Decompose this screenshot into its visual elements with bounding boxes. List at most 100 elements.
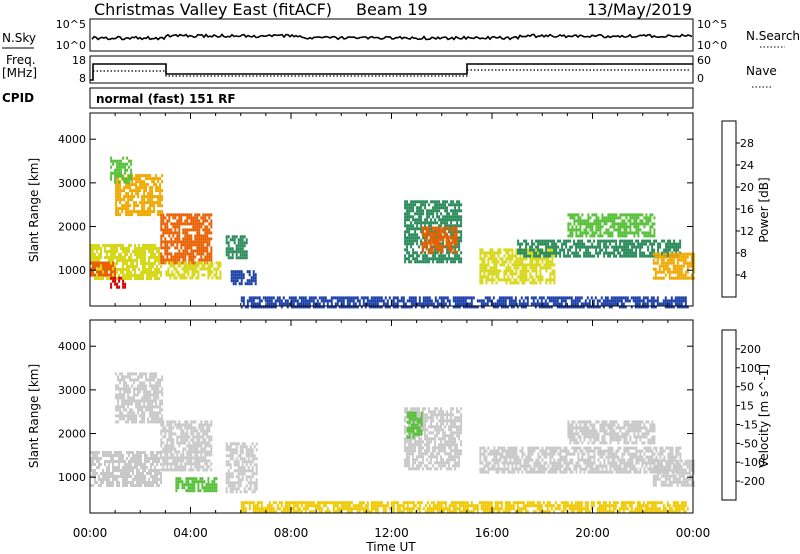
echo-cell (154, 475, 156, 478)
echo-cell (432, 209, 435, 213)
echo-cell (410, 407, 413, 411)
echo-cell (642, 305, 645, 309)
echo-cell (159, 213, 162, 217)
echo-cell (408, 260, 411, 264)
echo-cell (414, 467, 417, 471)
echo-cell (193, 477, 196, 481)
echo-cell (152, 460, 154, 463)
echo-cell (138, 472, 140, 475)
echo-cell (125, 387, 128, 391)
echo-cell (651, 222, 654, 226)
echo-cell (194, 261, 197, 265)
echo-cell (121, 411, 124, 415)
echo-cell (521, 269, 524, 273)
echo-cell (201, 267, 204, 271)
echo-cell (174, 252, 177, 256)
echo-cell (215, 483, 218, 487)
echo-cell (235, 253, 238, 257)
echo-cell (106, 264, 108, 268)
echo-cell (478, 299, 481, 303)
echo-cell (182, 249, 185, 253)
echo-cell (418, 221, 421, 225)
echo-cell (435, 244, 438, 248)
echo-cell (520, 302, 523, 306)
echo-cell (438, 302, 441, 306)
echo-cell (117, 375, 120, 379)
echo-cell (166, 468, 169, 472)
echo-cell (139, 420, 142, 424)
echo-cell (128, 472, 130, 475)
echo-cell (509, 257, 512, 261)
echo-cell (607, 228, 610, 232)
echo-cell (547, 254, 550, 258)
echo-cell (466, 305, 469, 309)
echo-cell (125, 204, 128, 208)
echo-cell (233, 442, 236, 446)
echo-cell (543, 257, 546, 261)
echo-cell (314, 305, 317, 309)
echo-cell (583, 231, 586, 235)
echo-cell (206, 258, 209, 262)
echo-cell (460, 233, 463, 237)
echo-cell (410, 221, 413, 225)
echo-cell (120, 174, 123, 178)
echo-cell (182, 231, 185, 235)
echo-cell (577, 251, 580, 255)
echo-cell (527, 269, 530, 273)
echo-cell (110, 282, 113, 286)
echo-cell (160, 213, 163, 217)
echo-cell (149, 375, 152, 379)
echo-cell (162, 450, 165, 454)
echo-cell (404, 221, 407, 225)
echo-cell (521, 266, 524, 270)
echo-cell (414, 257, 417, 261)
echo-cell (176, 258, 179, 262)
echo-cell (579, 242, 582, 246)
echo-cell (204, 459, 207, 463)
echo-cell (153, 207, 156, 211)
echo-cell (102, 277, 104, 280)
echo-cell (90, 451, 92, 454)
echo-cell (125, 213, 128, 217)
echo-cell (94, 256, 96, 259)
echo-cell (121, 198, 124, 202)
echo-cell (215, 270, 218, 274)
echo-cell (201, 486, 204, 490)
echo-cell (245, 253, 248, 257)
echo-cell (98, 244, 100, 247)
echo-cell (136, 469, 138, 472)
echo-cell (184, 456, 187, 460)
echo-cell (138, 250, 140, 253)
echo-cell (623, 219, 626, 223)
echo-cell (430, 257, 433, 261)
echo-cell (180, 435, 183, 439)
echo-cell (141, 207, 144, 211)
echo-cell (356, 296, 359, 300)
echo-cell (158, 472, 160, 475)
echo-cell (420, 305, 423, 309)
echo-cell (188, 216, 191, 220)
echo-cell (682, 296, 685, 300)
echo-cell (421, 244, 424, 248)
echo-cell (658, 267, 661, 271)
echo-cell (476, 299, 479, 303)
echo-cell (394, 305, 397, 309)
echo-cell (152, 244, 154, 247)
echo-cell (605, 248, 608, 252)
echo-cell (166, 240, 169, 244)
echo-cell (530, 296, 533, 300)
cpid-text: normal (fast) 151 RF (96, 92, 236, 106)
echo-cell (543, 266, 546, 270)
echo-cell (509, 272, 512, 276)
echo-cell (418, 302, 421, 306)
echo-cell (404, 242, 407, 246)
echo-cell (118, 457, 120, 460)
echo-cell (188, 441, 191, 445)
echo-cell (196, 450, 199, 454)
echo-cell (119, 405, 122, 409)
echo-cell (115, 204, 118, 208)
echo-cell (482, 299, 485, 303)
echo-cell (164, 453, 167, 457)
echo-cell (418, 209, 421, 213)
echo-cell (153, 417, 156, 421)
